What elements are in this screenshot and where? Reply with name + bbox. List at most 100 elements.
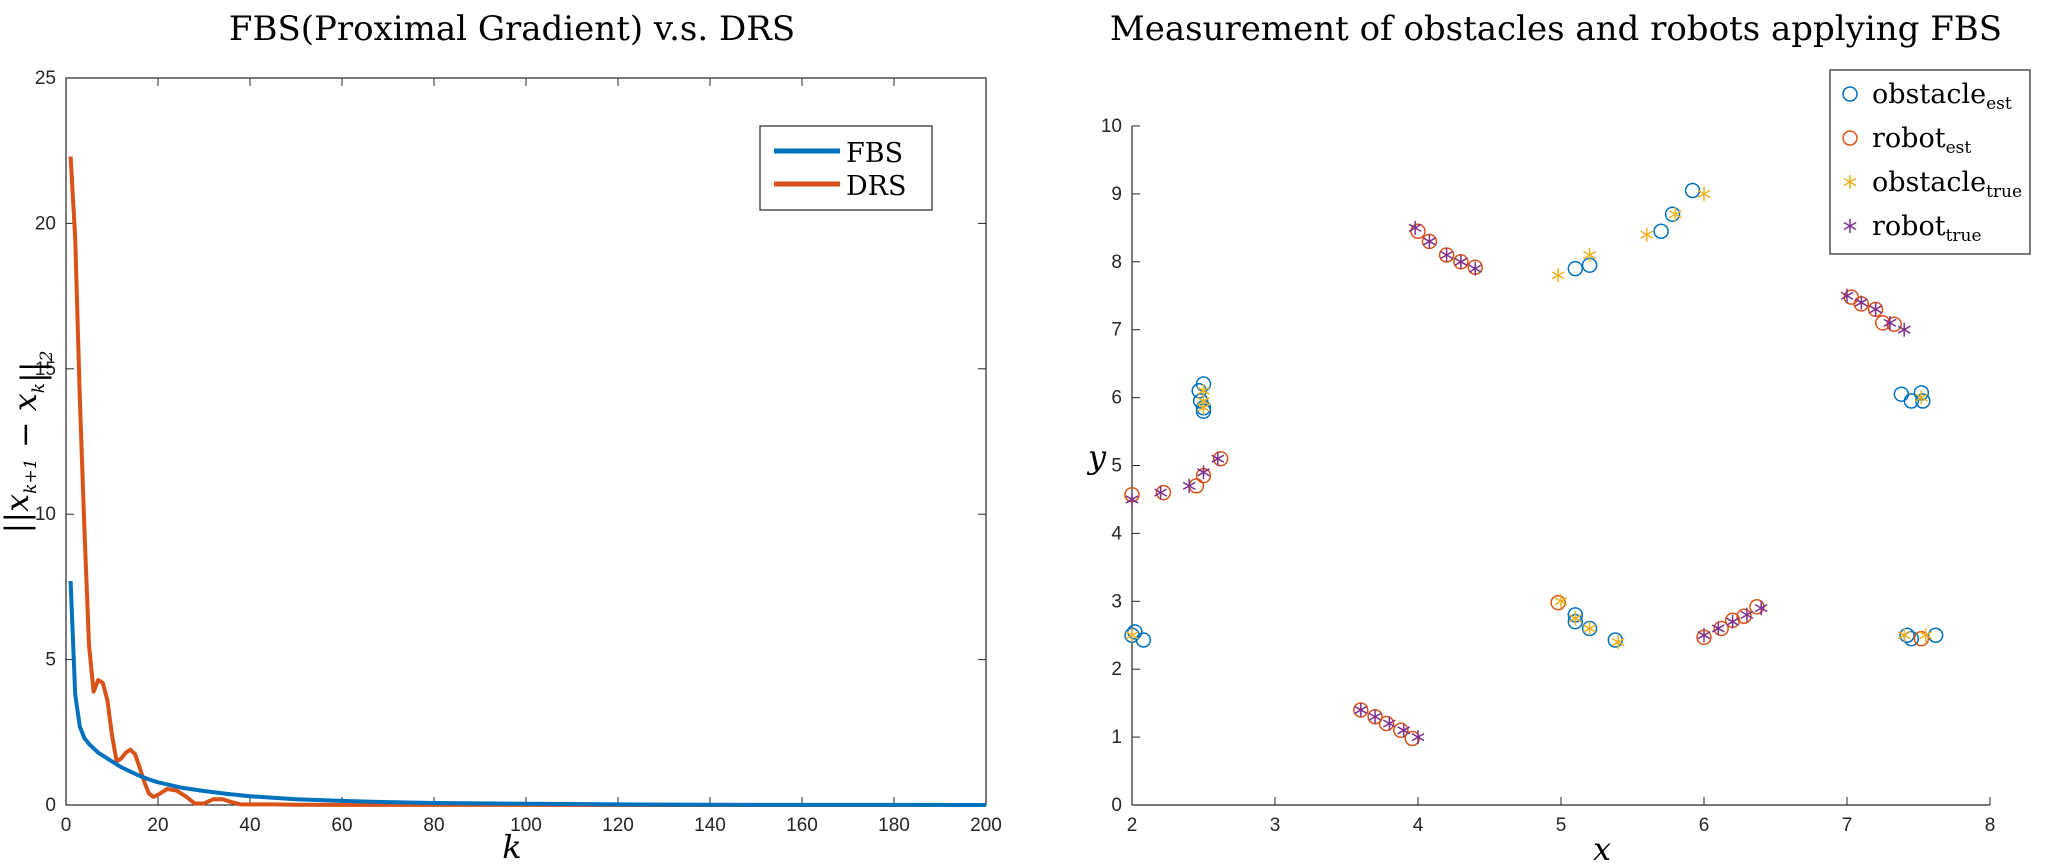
chart2-x-tick-label: 6 xyxy=(1699,815,1710,836)
obstacle-true-point xyxy=(1554,594,1568,609)
legend-robot-est-marker xyxy=(1842,130,1858,146)
obstacle-true-point xyxy=(1611,635,1625,650)
chart2-y-tick-label: 8 xyxy=(1111,252,1122,273)
chart1-x-tick-label: 120 xyxy=(602,815,634,836)
chart2-x-tick-label: 4 xyxy=(1413,815,1424,836)
obstacle-true-point xyxy=(1640,227,1654,242)
chart1-y-tick-label: 5 xyxy=(45,650,56,671)
robot-true-point xyxy=(1697,628,1711,643)
legend-obstacle-est-marker xyxy=(1842,86,1858,102)
robot-true-point xyxy=(1408,220,1422,235)
series-line-fbs xyxy=(68,581,987,807)
chart1-y-ticks: 0 5 10 15 20 25 xyxy=(35,68,986,816)
obstacle-true-point xyxy=(1914,390,1928,405)
chart1-y-tick-label: 20 xyxy=(35,213,56,234)
measurement-chart: Measurement of obstacles and robots appl… xyxy=(1086,9,2031,864)
robot-est-point xyxy=(1188,478,1205,494)
series-line-drs xyxy=(68,156,986,807)
legend-fbs-label: FBS xyxy=(846,138,903,169)
robot-true-point xyxy=(1468,261,1482,276)
chart2-x-tick-label: 5 xyxy=(1556,815,1567,836)
obstacle-true-point xyxy=(1897,628,1911,643)
robot-true-point xyxy=(1397,723,1411,738)
robot-true-point xyxy=(1854,295,1868,310)
chart1-x-tick-label: 60 xyxy=(331,815,352,836)
chart2-y-tick-label: 10 xyxy=(1101,116,1122,137)
chart2-points xyxy=(1124,182,1944,747)
chart1-x-axis-label: k xyxy=(502,828,521,864)
chart2-y-tick-label: 2 xyxy=(1111,659,1122,680)
chart2-x-tick-label: 8 xyxy=(1985,815,1996,836)
legend-obstacle-true-marker xyxy=(1843,175,1857,189)
chart1-legend: FBS DRS xyxy=(759,125,933,211)
obstacle-true-point xyxy=(1697,186,1711,201)
chart2-y-tick-label: 9 xyxy=(1111,184,1122,205)
chart1-y-tick-label: 15 xyxy=(35,359,56,380)
robot-true-point xyxy=(1182,478,1196,493)
robot-true-point xyxy=(1382,716,1396,731)
robot-true-point xyxy=(1840,288,1854,303)
chart1-x-tick-label: 200 xyxy=(970,815,1002,836)
obstacle-true-point xyxy=(1583,248,1597,263)
obstacle-est-point xyxy=(1899,627,1915,643)
obstacle-est-point xyxy=(1192,393,1209,409)
chart1-x-tick-label: 140 xyxy=(694,815,726,836)
chart2-x-tick-label: 2 xyxy=(1127,815,1138,836)
chart1-y-tick-label: 10 xyxy=(35,504,56,525)
obstacle-true-point xyxy=(1197,400,1210,415)
chart1-y-axis-label: ||xk+1 − xk||2 xyxy=(0,351,57,534)
obstacle-true-point xyxy=(1583,621,1597,636)
robot-true-point xyxy=(1740,607,1754,622)
legend-robot-true-marker xyxy=(1843,219,1857,233)
chart1-x-tick-label: 100 xyxy=(510,815,542,836)
chart1-x-tick-label: 160 xyxy=(786,815,818,836)
chart2-x-tick-label: 7 xyxy=(1842,815,1853,836)
robot-est-point xyxy=(1410,223,1426,239)
chart2-y-tick-label: 1 xyxy=(1111,727,1122,748)
legend-robot-est-label: robotest xyxy=(1872,123,1971,158)
robot-true-point xyxy=(1883,315,1897,330)
chart1-series-lines xyxy=(68,156,987,807)
legend-obstacle-est-label: obstacleest xyxy=(1872,79,2012,114)
chart2-y-tick-label: 0 xyxy=(1111,795,1122,816)
robot-est-point xyxy=(1155,484,1172,501)
chart2-y-tick-label: 3 xyxy=(1111,591,1122,612)
robot-true-point xyxy=(1754,601,1768,616)
robot-est-point xyxy=(1713,620,1729,637)
robot-est-point xyxy=(1378,715,1395,732)
chart1-legend-box xyxy=(759,125,933,211)
obstacle-est-point xyxy=(1567,260,1584,277)
chart1-x-tick-label: 20 xyxy=(147,815,168,836)
robot-true-point xyxy=(1454,254,1468,269)
robot-true-point xyxy=(1440,248,1454,263)
robot-est-point xyxy=(1736,608,1752,624)
robot-est-point xyxy=(1393,722,1409,739)
chart2-y-tick-label: 5 xyxy=(1111,456,1122,477)
legend-obstacle-true-label: obstacletrue xyxy=(1872,167,2022,202)
robot-true-point xyxy=(1125,492,1139,507)
obstacle-est-point xyxy=(1893,386,1910,402)
chart2-title: Measurement of obstacles and robots appl… xyxy=(1110,9,2002,49)
obstacle-est-point xyxy=(1903,393,1920,409)
obstacle-est-point xyxy=(1684,182,1701,199)
convergence-chart: FBS(Proximal Gradient) v.s. DRS 0 20 40 60 8… xyxy=(0,9,1002,864)
chart1-y-tick-label: 0 xyxy=(45,795,56,816)
chart2-y-axis-label: y xyxy=(1086,438,1107,476)
robot-true-point xyxy=(1423,234,1436,249)
chart2-y-ticks: 0 1 2 3 4 5 6 7 8 9 10 xyxy=(1101,116,1140,816)
chart1-x-tick-label: 40 xyxy=(239,815,260,836)
obstacle-true-point xyxy=(1919,628,1933,643)
chart2-x-tick-label: 3 xyxy=(1270,815,1281,836)
obstacle-est-point xyxy=(1653,223,1669,239)
obstacle-true-point xyxy=(1125,628,1139,643)
chart1-x-tick-label: 80 xyxy=(423,815,444,836)
legend-drs-label: DRS xyxy=(846,171,906,202)
robot-true-point xyxy=(1411,730,1425,745)
chart2-legend: obstacleest robotest obstacletrue robottrue xyxy=(1829,69,2031,255)
obstacle-true-point xyxy=(1568,611,1582,626)
robot-true-point xyxy=(1211,451,1225,466)
chart2-y-tick-label: 7 xyxy=(1111,320,1122,341)
robot-est-point xyxy=(1550,594,1566,611)
robot-true-point xyxy=(1154,485,1168,500)
